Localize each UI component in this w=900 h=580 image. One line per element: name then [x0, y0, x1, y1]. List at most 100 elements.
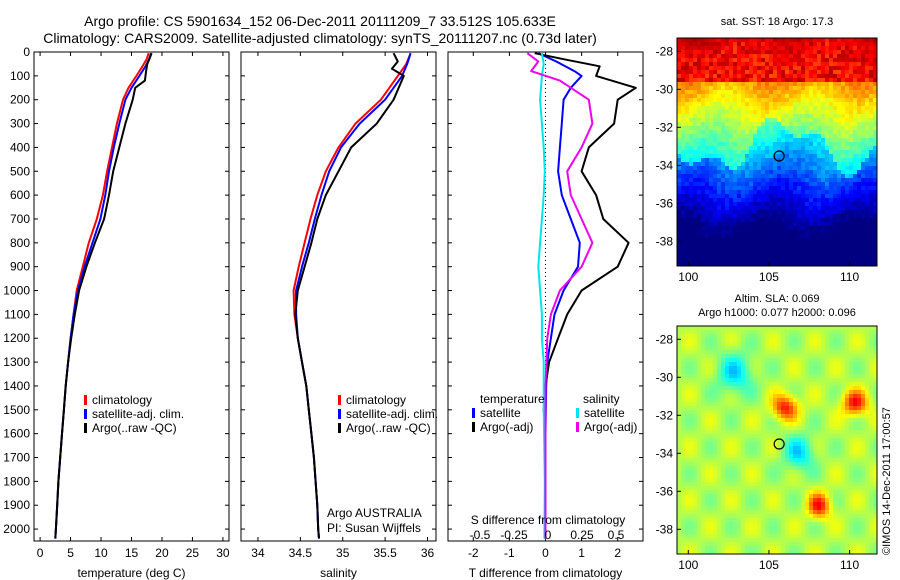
map-cell [733, 262, 738, 267]
map-cell [709, 66, 714, 71]
map-cell [793, 470, 798, 475]
map-cell [849, 326, 854, 331]
map-cell [761, 150, 766, 155]
map-cell [737, 406, 742, 411]
map-cell [741, 350, 746, 355]
map-cell [749, 58, 754, 63]
map-cell [857, 230, 862, 235]
map-cell [689, 190, 694, 195]
map-cell [861, 470, 866, 475]
map-cell [809, 442, 814, 447]
map-cell [765, 98, 770, 103]
map-cell [785, 262, 790, 267]
map-cell [817, 62, 822, 67]
map-cell [745, 74, 750, 79]
map-cell [809, 414, 814, 419]
map-cell [825, 38, 830, 43]
map-cell [693, 406, 698, 411]
map-cell [713, 466, 718, 471]
map-cell [813, 66, 818, 71]
map-cell [869, 414, 874, 419]
map-cell [757, 434, 762, 439]
map-cell [685, 142, 690, 147]
map-cell [713, 218, 718, 223]
map-cell [757, 338, 762, 343]
map-cell [709, 150, 714, 155]
map-cell [857, 86, 862, 91]
map-cell [693, 114, 698, 119]
map-cell [733, 162, 738, 167]
map-cell [725, 138, 730, 143]
map-cell [773, 190, 778, 195]
map-cell [781, 330, 786, 335]
map-cell [801, 222, 806, 227]
map-cell [773, 402, 778, 407]
map-cell [725, 418, 730, 423]
map-cell [833, 250, 838, 255]
map-cell [725, 346, 730, 351]
map-cell [785, 450, 790, 455]
map-cell [717, 326, 722, 331]
map-cell [777, 422, 782, 427]
map-cell [821, 166, 826, 171]
map-cell [781, 350, 786, 355]
map-cell [713, 390, 718, 395]
map-cell [821, 118, 826, 123]
map-cell [769, 198, 774, 203]
map-cell [821, 242, 826, 247]
map-cell [717, 450, 722, 455]
map-cell [849, 426, 854, 431]
map-cell [789, 374, 794, 379]
map-cell [781, 86, 786, 91]
map-cell [721, 454, 726, 459]
map-cell [757, 454, 762, 459]
map-cell [765, 114, 770, 119]
map-cell [745, 190, 750, 195]
map-cell [817, 46, 822, 51]
map-cell [737, 182, 742, 187]
map-cell [869, 166, 874, 171]
map-cell [773, 230, 778, 235]
map-cell [681, 246, 686, 251]
map-cell [853, 458, 858, 463]
map-cell [749, 54, 754, 59]
map-cell [801, 246, 806, 251]
map-cell [761, 94, 766, 99]
map-cell [841, 178, 846, 183]
map-cell [837, 102, 842, 107]
map-cell [769, 414, 774, 419]
map-cell [685, 62, 690, 67]
map-cell [869, 326, 874, 331]
map-cell [737, 218, 742, 223]
map-cell [753, 398, 758, 403]
map-cell [741, 454, 746, 459]
map-cell [861, 162, 866, 167]
map-cell [821, 62, 826, 67]
map-cell [689, 390, 694, 395]
map-cell [789, 458, 794, 463]
map-cell [829, 86, 834, 91]
map-cell [765, 122, 770, 127]
map-cell [777, 46, 782, 51]
map-cell [825, 126, 830, 131]
map-cell [809, 170, 814, 175]
map-cell [777, 374, 782, 379]
map-cell [681, 374, 686, 379]
map-cell [845, 250, 850, 255]
map-cell [777, 410, 782, 415]
map-cell [729, 114, 734, 119]
map-cell [837, 254, 842, 259]
map-cell [733, 186, 738, 191]
map-cell [753, 54, 758, 59]
depth-tick-label: 1800 [3, 474, 30, 488]
map-cell [785, 178, 790, 183]
map-cell [749, 370, 754, 375]
map-cell [793, 366, 798, 371]
top-x-tick-label: 0.5 [608, 528, 625, 542]
map-cell [733, 174, 738, 179]
map-cell [809, 90, 814, 95]
map-cell [717, 178, 722, 183]
map-cell [725, 438, 730, 443]
map-cell [689, 198, 694, 203]
map-cell [857, 470, 862, 475]
